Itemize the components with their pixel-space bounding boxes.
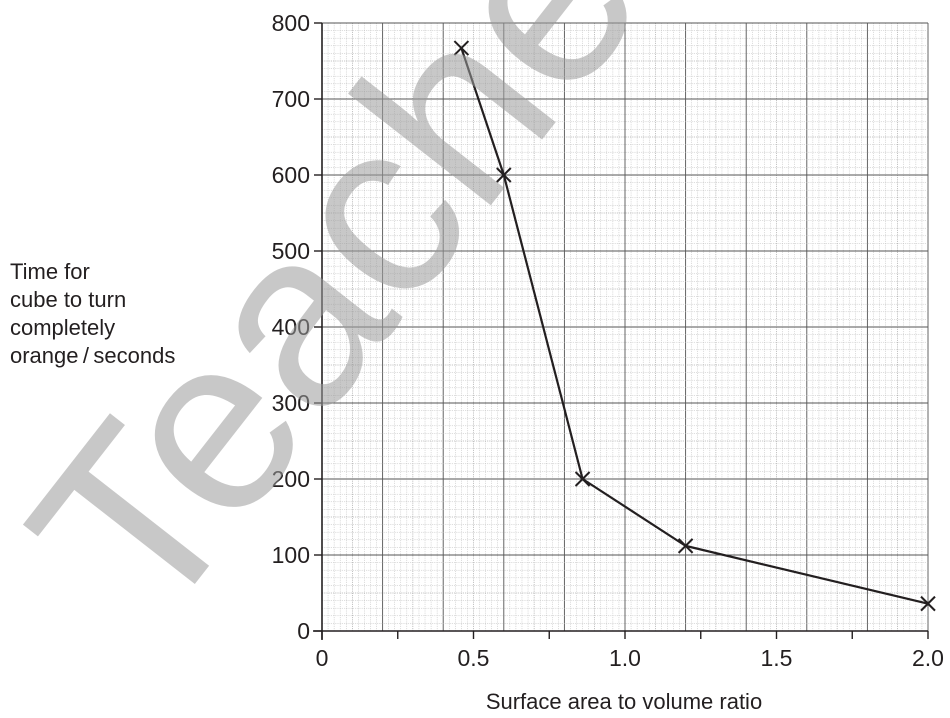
x-axis-label: Surface area to volume ratio	[486, 689, 762, 714]
y-axis-label-line: cube to turn	[10, 287, 127, 312]
x-tick-label: 2.0	[912, 645, 944, 671]
y-axis-label-line: Time for	[10, 259, 90, 284]
x-tick-label: 0	[316, 645, 329, 671]
y-tick-label: 0	[297, 618, 310, 644]
data-point-marker	[677, 538, 694, 554]
y-axis-label-line: completely	[10, 315, 116, 340]
data-point-marker	[920, 595, 936, 612]
x-tick-label: 1.0	[609, 645, 641, 671]
marker-stroke	[496, 167, 512, 183]
x-tick-label: 1.5	[761, 645, 793, 671]
y-tick-label: 300	[272, 390, 310, 416]
grid	[321, 22, 929, 632]
marker-stroke	[453, 40, 470, 56]
y-axis-label-line: orange / seconds	[10, 343, 176, 368]
y-tick-label: 600	[272, 162, 310, 188]
y-tick-label: 700	[272, 86, 310, 112]
y-tick-label: 400	[272, 314, 310, 340]
y-tick-label: 500	[272, 238, 310, 264]
data-point-marker	[453, 40, 470, 56]
y-tick-label: 200	[272, 466, 310, 492]
data-point-marker	[574, 471, 591, 487]
x-tick-label: 0.5	[458, 645, 490, 671]
marker-stroke	[920, 595, 936, 612]
y-axis-label: Time for cube to turn completely orange …	[10, 258, 250, 370]
tick-labels: 0 100 200 300 400 500 600 700 800 0 0.5 1.0 1.5 2.0	[272, 10, 944, 671]
series	[453, 40, 936, 612]
axes	[313, 22, 929, 640]
y-tick-label: 800	[272, 10, 310, 36]
data-point-marker	[496, 167, 512, 183]
marker-stroke	[677, 538, 694, 554]
y-tick-label: 100	[272, 542, 310, 568]
marker-stroke	[574, 471, 591, 487]
